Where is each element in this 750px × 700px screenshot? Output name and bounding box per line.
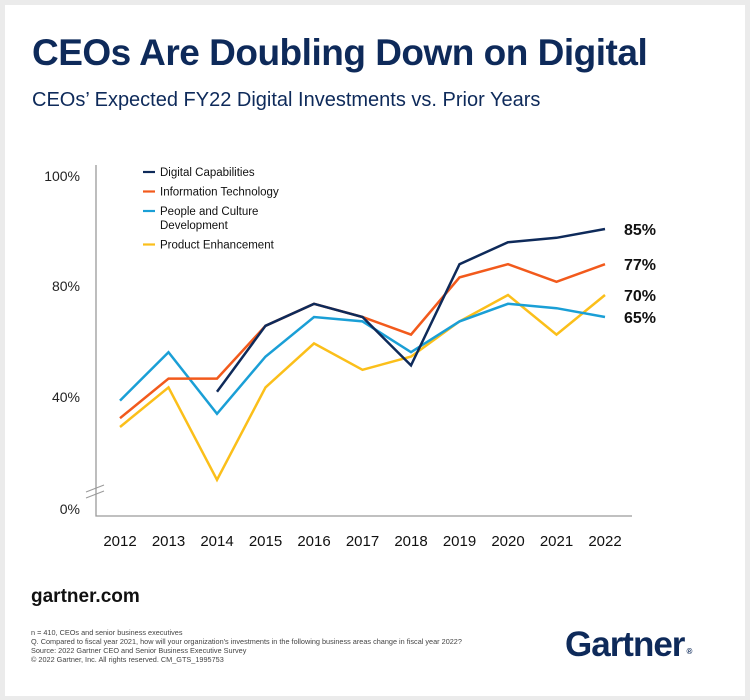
y-tick-label: 40% [52, 389, 80, 405]
series-lines [119, 227, 606, 483]
legend-label: Development [160, 220, 229, 232]
legend-label: People and Culture [160, 206, 258, 218]
x-tick-label: 2016 [297, 533, 330, 550]
end-label: 65% [624, 310, 656, 327]
axes [85, 165, 632, 517]
x-tick-label: 2015 [249, 533, 282, 550]
x-tick-label: 2012 [103, 533, 136, 550]
gartner-logo: Gartner ® [565, 625, 693, 665]
y-tick-label: 0% [60, 501, 80, 517]
end-label: 77% [624, 257, 656, 274]
logo-text: Gartner [565, 625, 685, 664]
y-tick-labels: 100% 80% 40% 0% [44, 168, 80, 517]
footnote-sample: n = 410, CEOs and senior business execut… [31, 628, 183, 637]
axis-break-mark [85, 484, 105, 493]
x-tick-label: 2017 [346, 533, 379, 550]
series-line-digital-capabilities [215, 227, 606, 393]
chart-subtitle: CEOs’ Expected FY22 Digital Investments … [32, 89, 541, 111]
x-tick-label: 2013 [152, 533, 185, 550]
site-link[interactable]: gartner.com [31, 586, 140, 607]
x-tick-label: 2021 [540, 533, 573, 550]
legend-label: Information Technology [160, 187, 279, 199]
x-tick-label: 2019 [443, 533, 476, 550]
x-tick-label: 2020 [491, 533, 524, 550]
end-labels: 85% 77% 65% 70% [624, 222, 656, 327]
legend-label: Digital Capabilities [160, 167, 255, 179]
footnote-source: Source: 2022 Gartner CEO and Senior Busi… [31, 646, 247, 655]
footnote-copyright: © 2022 Gartner, Inc. All rights reserved… [31, 655, 224, 664]
footnotes: n = 410, CEOs and senior business execut… [31, 628, 462, 664]
end-label: 85% [624, 222, 656, 239]
infographic-card [5, 5, 745, 696]
x-tick-label: 2014 [200, 533, 233, 550]
axis-break-mark [85, 490, 105, 499]
footnote-question: Q. Compared to fiscal year 2021, how wil… [31, 637, 462, 646]
axis-line [95, 165, 632, 517]
series-line-information-technology [119, 262, 606, 420]
x-tick-label: 2018 [394, 533, 427, 550]
x-tick-labels: 2012 2013 2014 2015 2016 2017 2018 2019 2020 2021… [103, 533, 621, 550]
registered-mark: ® [686, 647, 693, 656]
x-tick-label: 2022 [588, 533, 621, 550]
y-tick-label: 80% [52, 278, 80, 294]
y-tick-label: 100% [44, 168, 80, 184]
end-label: 70% [624, 288, 656, 305]
legend-label: Product Enhancement [160, 240, 275, 252]
page-title: CEOs Are Doubling Down on Digital [32, 32, 648, 73]
series-line-people-and-culture-development [119, 302, 606, 416]
legend: Digital Capabilities Information Technolo… [143, 167, 279, 252]
